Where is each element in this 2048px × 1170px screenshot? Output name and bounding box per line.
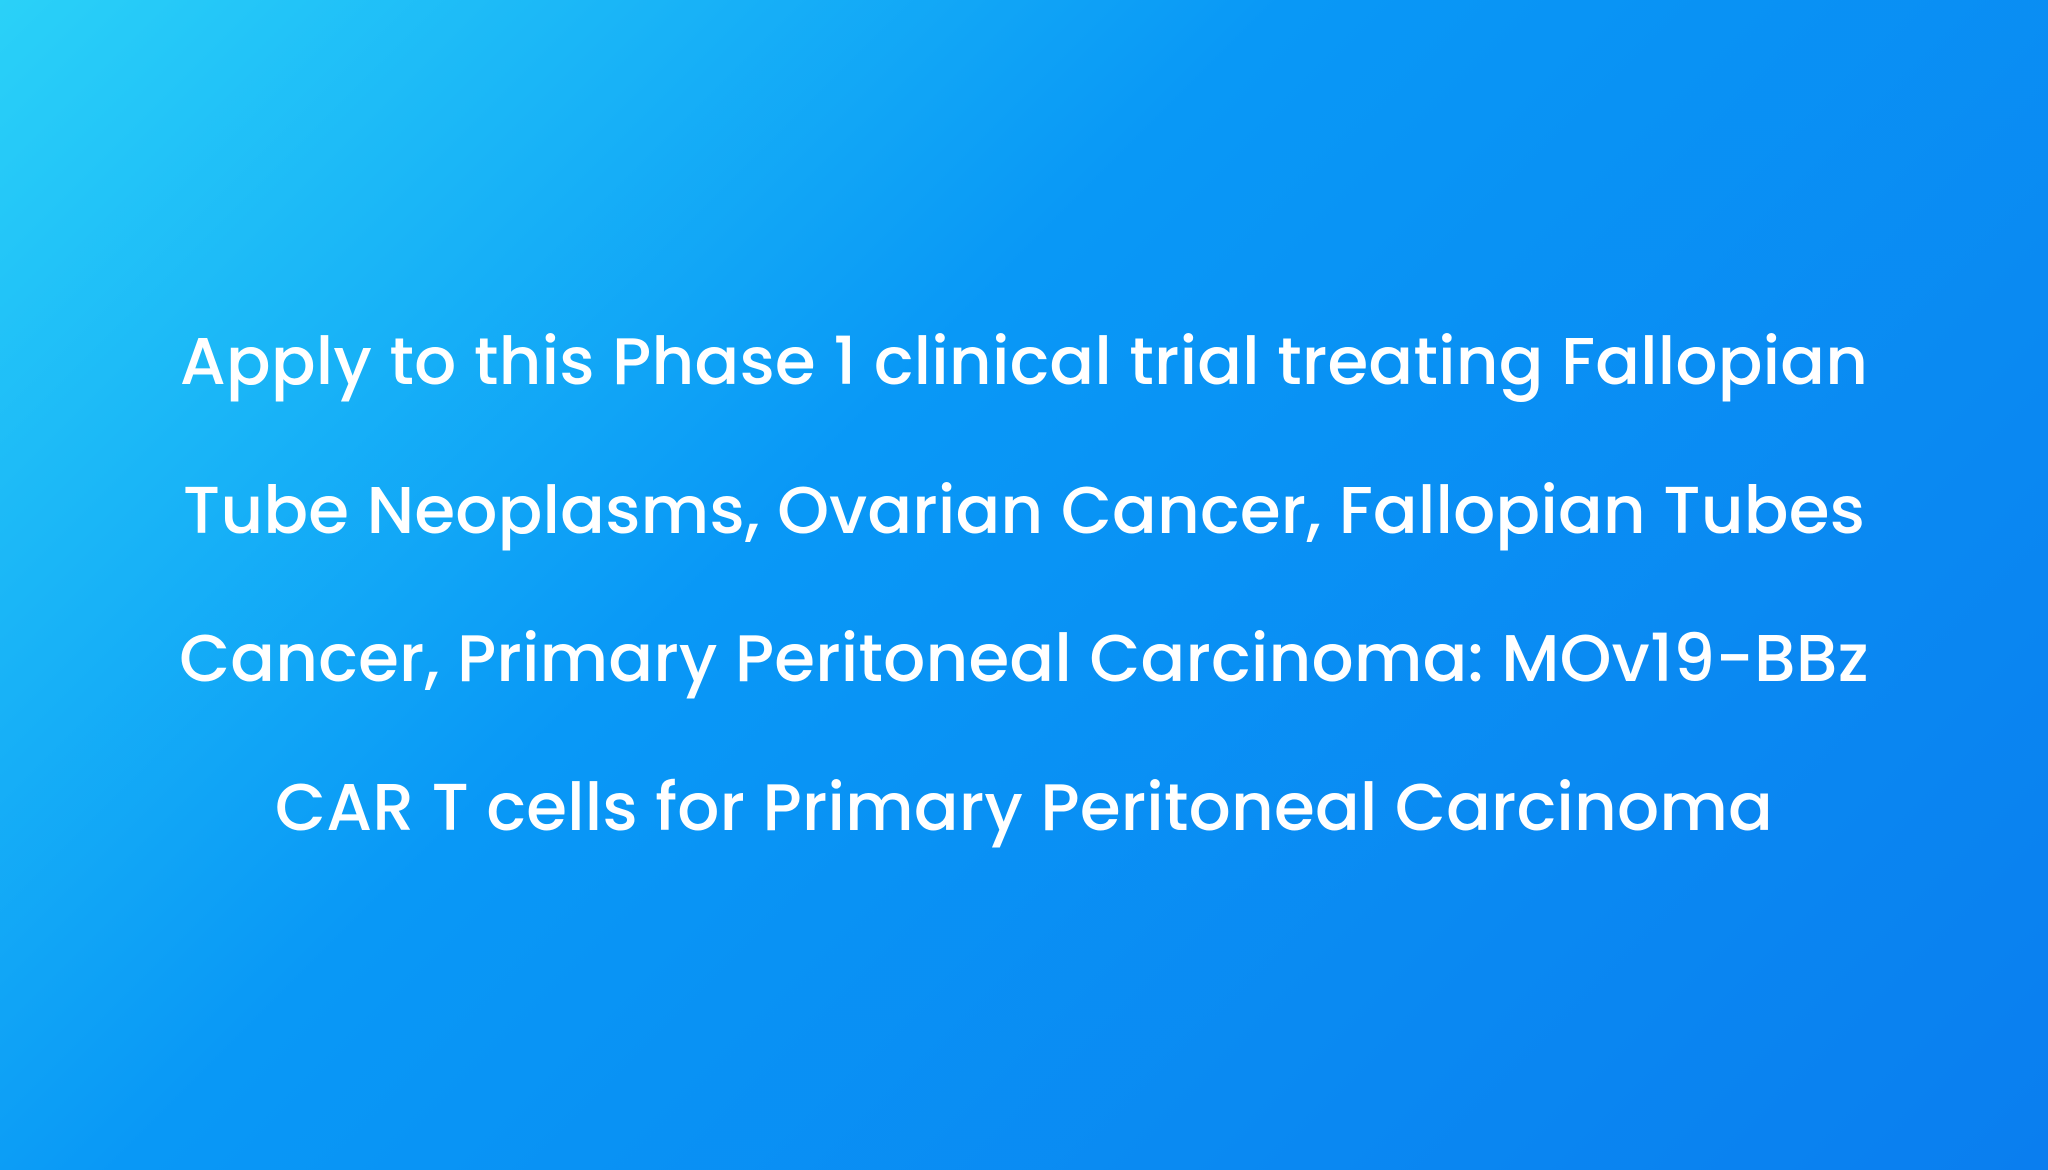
hero-banner: Apply to this Phase 1 clinical trial tre… xyxy=(0,0,2048,1170)
hero-headline: Apply to this Phase 1 clinical trial tre… xyxy=(24,288,2024,882)
